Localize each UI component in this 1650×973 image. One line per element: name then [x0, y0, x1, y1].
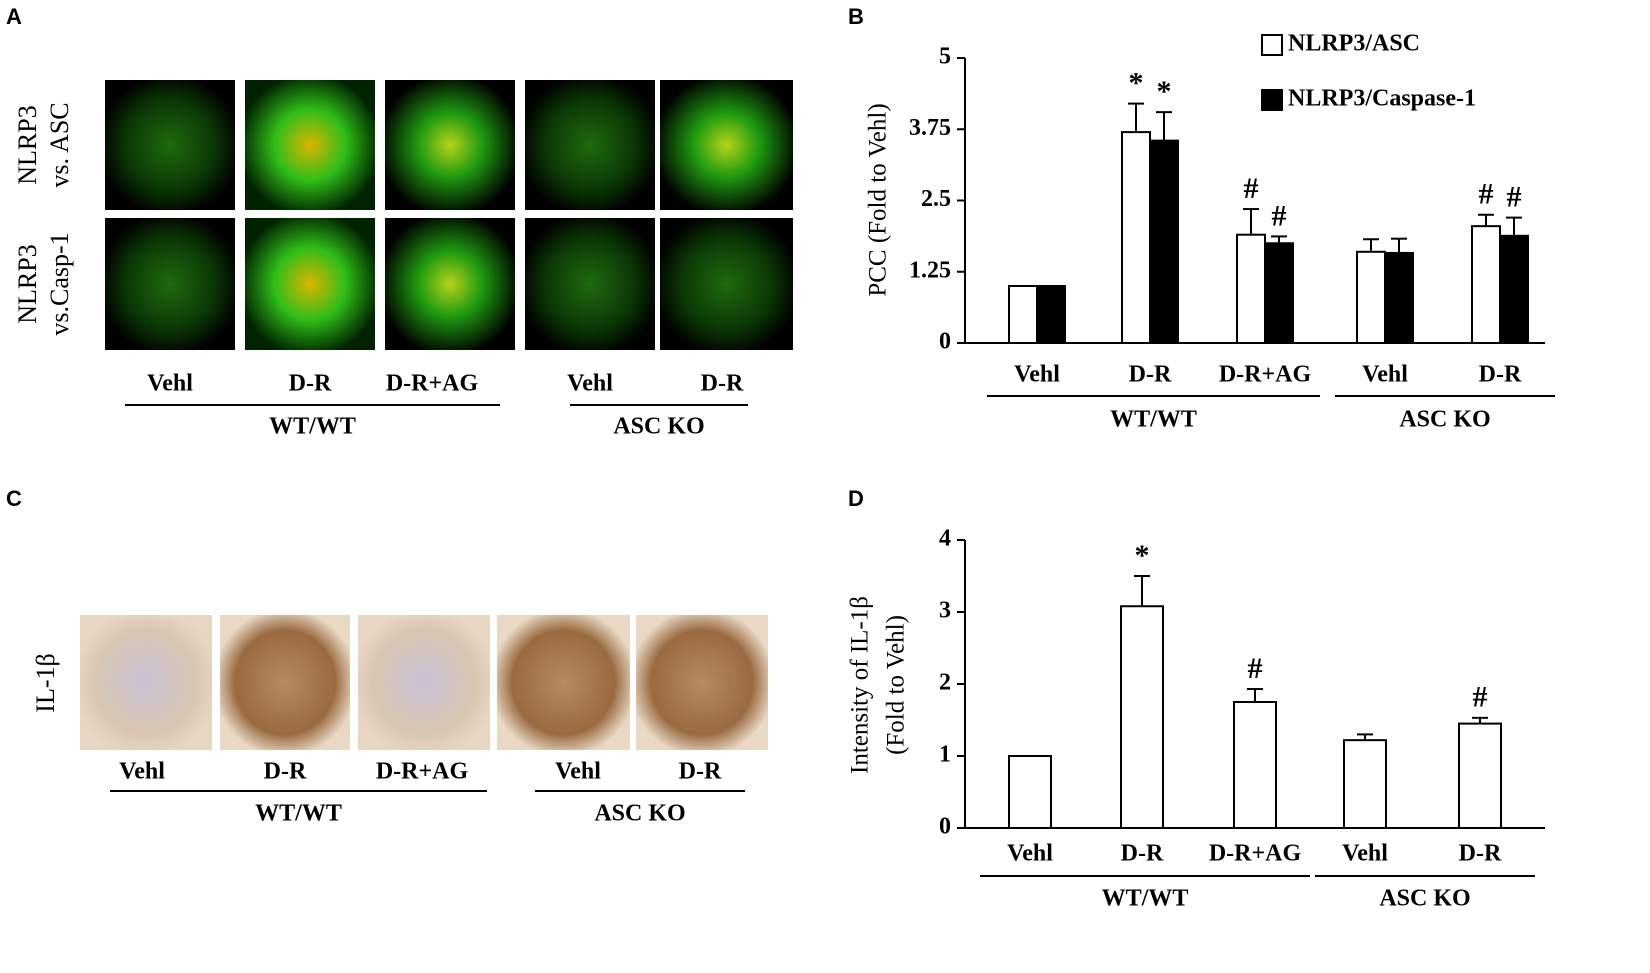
group-label: ASC KO — [613, 414, 704, 440]
micrograph — [358, 615, 490, 750]
group-label: WT/WT — [1110, 407, 1197, 433]
panel-letter: D — [848, 486, 864, 511]
column-label: Vehl — [147, 371, 193, 397]
group-label: ASC KO — [594, 801, 685, 827]
legend-label: NLRP3/Caspase-1 — [1288, 86, 1476, 112]
significance-marker: # — [1244, 172, 1259, 205]
bar — [1471, 225, 1501, 344]
y-tick-label: 3 — [939, 598, 951, 624]
y-tick-label: 1.25 — [909, 257, 951, 283]
row-label: NLRP3 — [13, 105, 42, 184]
micrograph — [660, 80, 793, 210]
x-tick-label: Vehl — [1007, 841, 1053, 867]
x-tick-label: D-R — [1121, 841, 1164, 867]
y-tick-label: 5 — [939, 44, 951, 70]
row-label: vs.Casp-1 — [45, 232, 74, 335]
y-tick-label: 0 — [939, 814, 951, 840]
micrograph — [245, 218, 375, 350]
x-tick-label: D-R — [1479, 362, 1522, 388]
bar — [1236, 233, 1266, 344]
bar — [1458, 722, 1502, 829]
group-label: WT/WT — [255, 801, 342, 827]
x-tick-label: D-R+AG — [1209, 841, 1302, 867]
significance-marker: # — [1479, 178, 1494, 211]
y-axis-label: Intensity of IL-1β — [847, 596, 874, 774]
panel-letter: B — [848, 4, 864, 29]
column-label: Vehl — [119, 759, 165, 785]
micrograph — [105, 80, 235, 210]
significance-marker: * — [1135, 539, 1150, 572]
bar — [1384, 251, 1414, 344]
micrograph — [497, 615, 630, 750]
micrograph — [525, 80, 655, 210]
bar — [1149, 139, 1179, 344]
x-tick-label: Vehl — [1342, 841, 1388, 867]
row-label: vs. ASC — [45, 102, 74, 187]
column-label: D-R — [679, 759, 722, 785]
significance-marker: # — [1507, 180, 1522, 213]
bar — [1036, 285, 1066, 344]
y-tick-label: 2 — [939, 670, 951, 696]
significance-marker: * — [1129, 66, 1144, 99]
column-label: D-R — [264, 759, 307, 785]
panel-letter: A — [6, 4, 22, 29]
micrograph — [385, 80, 515, 210]
y-tick-label: 1 — [939, 742, 951, 768]
significance-marker: # — [1272, 199, 1287, 232]
column-label: Vehl — [567, 371, 613, 397]
panel-letter: C — [6, 486, 22, 511]
significance-marker: # — [1473, 681, 1488, 714]
bar — [1233, 701, 1277, 829]
row-label: NLRP3 — [13, 244, 42, 323]
panel-a-images — [105, 80, 793, 350]
column-label: D-R+AG — [386, 371, 479, 397]
y-tick-label: 0 — [939, 329, 951, 355]
bar — [1264, 242, 1294, 344]
group-label: ASC KO — [1399, 407, 1490, 433]
y-tick-label: 4 — [939, 526, 951, 552]
micrograph — [105, 218, 235, 350]
y-axis-label: PCC (Fold to Vehl) — [865, 103, 892, 296]
legend-label: NLRP3/ASC — [1288, 31, 1420, 57]
column-label: D-R — [289, 371, 332, 397]
bar — [1121, 131, 1151, 344]
micrograph — [80, 615, 212, 750]
group-label: WT/WT — [1102, 886, 1189, 912]
panel-c-images — [80, 615, 768, 750]
bar — [1499, 234, 1529, 344]
legend-swatch — [1261, 89, 1283, 111]
x-tick-label: D-R — [1459, 841, 1502, 867]
bar — [1120, 605, 1164, 829]
x-tick-label: D-R — [1129, 362, 1172, 388]
bar — [1008, 755, 1052, 829]
micrograph — [636, 615, 768, 750]
group-label: WT/WT — [269, 414, 356, 440]
significance-marker: # — [1248, 652, 1263, 685]
legend-swatch — [1261, 34, 1283, 56]
x-tick-label: D-R+AG — [1219, 362, 1312, 388]
micrograph — [660, 218, 793, 350]
column-label: Vehl — [555, 759, 601, 785]
y-tick-label: 2.5 — [921, 186, 951, 212]
y-tick-label: 3.75 — [909, 115, 951, 141]
micrograph — [385, 218, 515, 350]
micrograph — [220, 615, 350, 750]
bar — [1356, 250, 1386, 344]
significance-marker: * — [1157, 75, 1172, 108]
bar — [1008, 285, 1038, 344]
column-label: D-R+AG — [376, 759, 469, 785]
y-axis-label: (Fold to Vehl) — [883, 615, 910, 755]
micrograph — [525, 218, 655, 350]
x-tick-label: Vehl — [1362, 362, 1408, 388]
x-tick-label: Vehl — [1014, 362, 1060, 388]
row-label: IL-1β — [31, 653, 60, 712]
group-label: ASC KO — [1379, 886, 1470, 912]
bar — [1343, 739, 1387, 829]
column-label: D-R — [701, 371, 744, 397]
micrograph — [245, 80, 375, 210]
